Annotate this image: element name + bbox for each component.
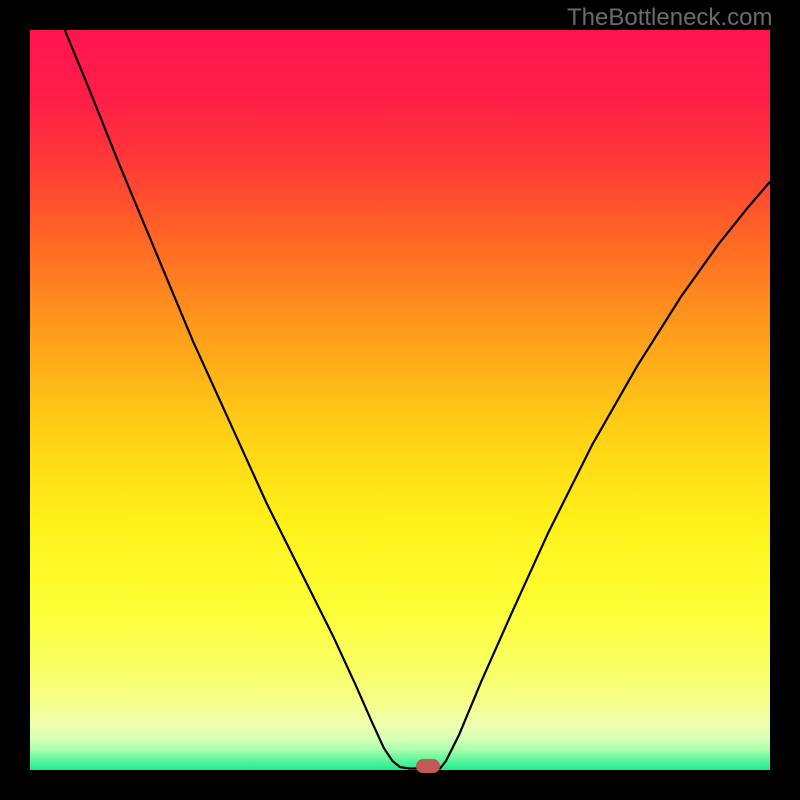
watermark-text: TheBottleneck.com [567, 4, 772, 32]
plot-area [30, 30, 770, 770]
valley-marker [416, 759, 440, 773]
gradient-background [30, 30, 770, 770]
